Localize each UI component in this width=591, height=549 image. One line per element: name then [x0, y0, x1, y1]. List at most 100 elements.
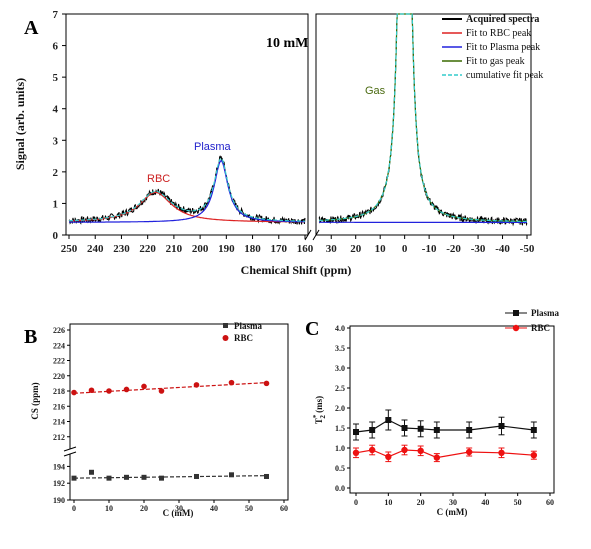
data-point-rbc: [465, 448, 473, 456]
y-axis-ticks-c: 0.0 0.5 1.0 1.5 2.0 2.5 3.0 3.5 4.0: [335, 324, 350, 493]
panel-b-chemical-shift: B 212 214 216 218 220 222 224 226 190 192 194 0 10 2…: [24, 321, 289, 518]
data-point-plasma: [229, 472, 234, 478]
y-tick-label-b: 218: [53, 387, 65, 396]
y-tick-label-b: 222: [53, 357, 65, 366]
data-point-plasma: [369, 427, 376, 433]
series-line-rbc: [355, 449, 534, 459]
x-tick-label-c: 20: [417, 498, 425, 507]
data-point-plasma: [530, 427, 537, 433]
data-point-rbc: [228, 379, 235, 386]
plasma-fit-curve: [69, 160, 305, 223]
y-tick-label-c: 2.0: [335, 404, 345, 413]
x-tick-label-c: 40: [481, 498, 489, 507]
x-tick-label: 200: [192, 243, 209, 255]
data-point-rbc: [498, 449, 505, 456]
panel-a-label: A: [24, 17, 39, 39]
y-tick-label-c: 1.5: [335, 424, 345, 433]
x-tick-label: 240: [87, 243, 104, 255]
x-axis-ticks-b: 0 10 20 30 40 50 60: [72, 500, 288, 513]
y-title-unit: (ms): [314, 396, 324, 415]
x-tick-label-c: 60: [546, 498, 554, 507]
x-tick-label-c: 10: [384, 498, 392, 507]
plasma-peak-label: Plasma: [194, 141, 232, 153]
data-point-rbc: [368, 446, 376, 454]
x-tick-label-b: 10: [105, 504, 113, 513]
x-axis-title-b: C (mM): [163, 508, 194, 518]
data-point-plasma: [194, 473, 199, 479]
legend-b: Plasma RBC: [222, 321, 262, 343]
panel-c-t2star: C 0.0 0.5 1.0 1.5 2.0 2.5 3.0 3.5 4.0 0 10 20 30 40 5…: [305, 308, 559, 517]
y-axis-title-b: CS (ppm): [30, 382, 40, 419]
data-point-plasma: [89, 469, 94, 475]
y-title-sub: 2: [319, 415, 327, 419]
panel-b-label: B: [24, 326, 37, 348]
data-marks-c: [352, 409, 538, 463]
plot-frame-b: [69, 323, 289, 501]
data-point-plasma: [417, 425, 424, 432]
y-tick-label: 3: [53, 135, 59, 147]
data-point-rbc: [106, 388, 112, 394]
data-point-rbc: [352, 449, 360, 456]
spectrum-curves: [68, 13, 528, 227]
x-tick-label-b: 50: [245, 504, 253, 513]
data-point-rbc: [433, 454, 441, 461]
x-tick-label-c: 0: [354, 498, 358, 507]
y-tick-label: 4: [53, 104, 59, 116]
series-line-plasma: [355, 419, 534, 433]
axis-break-mark: [312, 229, 320, 241]
y-tick-label-c: 1.0: [335, 444, 345, 453]
x-tick-label-b: 20: [140, 504, 148, 513]
data-point-plasma: [385, 417, 392, 423]
legend-label-rbc: Fit to RBC peak: [466, 28, 531, 39]
x-tick-label: 170: [271, 243, 288, 255]
y-axis-ticks-b: 212 214 216 218 220 222 224 226 190 192 194: [53, 326, 70, 505]
data-point-plasma: [264, 473, 269, 479]
legend-c: Plasma RBC: [505, 308, 559, 333]
y-axis-title: Signal (arb. units): [13, 78, 27, 170]
y-tick-label-b: 192: [53, 479, 65, 488]
x-tick-label: 20: [350, 243, 362, 255]
data-point-rbc: [158, 388, 165, 394]
fit-line-rbc: [73, 382, 267, 394]
y-tick-label-c: 3.5: [335, 344, 345, 353]
data-point-plasma: [401, 425, 408, 431]
data-point-plasma: [466, 427, 473, 433]
gas-peak-label: Gas: [365, 85, 386, 97]
left-plot-frame: [65, 13, 309, 236]
x-tick-label-b: 30: [175, 504, 183, 513]
x-tick-label: 190: [218, 243, 235, 255]
y-tick-label: 6: [53, 41, 59, 53]
legend-label-gas: Fit to gas peak: [466, 56, 525, 67]
plot-frame-c: [349, 325, 555, 494]
data-point-rbc: [417, 447, 424, 454]
data-point-rbc: [71, 389, 77, 396]
fit-line-plasma: [73, 475, 267, 479]
rbc-peak-label: RBC: [147, 173, 170, 185]
y-axis-title-c: T*2 (ms): [312, 396, 327, 424]
data-point-rbc: [141, 383, 147, 390]
legend-marker-plasma-c: [513, 310, 519, 316]
data-point-rbc: [385, 453, 392, 460]
x-tick-label: -10: [422, 243, 437, 255]
legend-label-acquired: Acquired spectra: [466, 14, 539, 25]
legend-marker-rbc: [222, 335, 229, 341]
y-break-mark: [63, 451, 77, 457]
legend: Acquired spectra Fit to RBC peak Fit to …: [442, 14, 543, 81]
data-point-rbc: [88, 387, 95, 394]
legend-label-plasma-c: Plasma: [531, 308, 559, 318]
y-tick-label: 1: [53, 198, 59, 210]
data-point-plasma: [498, 423, 505, 429]
cumulative-fit-right: [319, 13, 527, 222]
y-tick-label-c: 0.0: [335, 484, 345, 493]
y-break-gap: [66, 449, 75, 454]
y-title-sup: *: [312, 414, 320, 418]
y-title-main: T: [314, 418, 324, 424]
x-axis-title: Chemical Shift (ppm): [241, 263, 352, 277]
y-tick-label-c: 0.5: [335, 464, 345, 473]
y-tick-label-c: 3.0: [335, 364, 345, 373]
y-tick-label-c: 4.0: [335, 324, 345, 333]
y-tick-label: 2: [53, 167, 59, 179]
data-point-plasma: [353, 429, 359, 435]
axis-break-mark: [304, 229, 312, 241]
y-tick-label-c: 2.5: [335, 384, 345, 393]
